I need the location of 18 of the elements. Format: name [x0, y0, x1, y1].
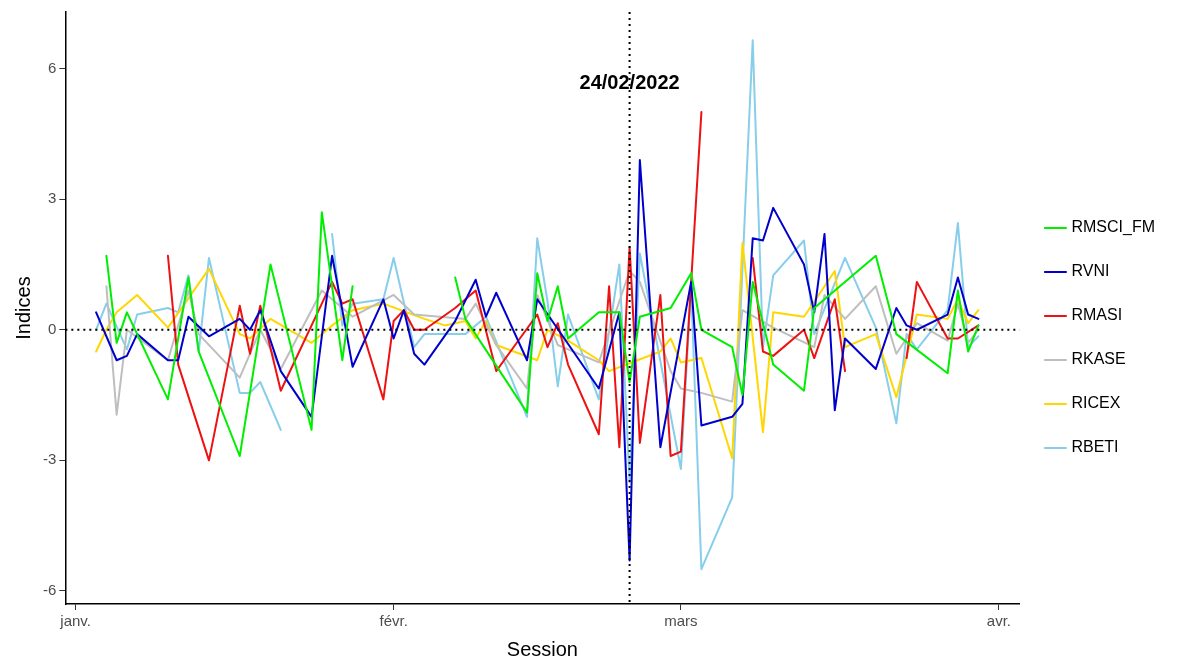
y-tick-label: 0 [47, 319, 57, 337]
y-tick-label: 6 [47, 58, 57, 76]
y-axis-title: Indices [11, 276, 34, 340]
legend-label: RMASI [1071, 306, 1123, 324]
legend-label: RVNI [1071, 262, 1110, 280]
y-tick-label: -3 [42, 450, 57, 468]
ref-line-label: 24/02/2022 [579, 70, 680, 93]
x-axis-title: Session [506, 637, 578, 660]
x-tick-label: avr. [986, 612, 1012, 630]
y-tick-label: -6 [42, 581, 57, 599]
legend-label: RICEX [1071, 394, 1121, 412]
legend-label: RBETI [1071, 438, 1119, 456]
legend-label: RMSCI_FM [1071, 218, 1156, 237]
x-tick-label: mars [664, 612, 698, 630]
legend-label: RKASE [1071, 350, 1126, 368]
x-tick-label: janv. [59, 612, 91, 630]
x-tick-label: févr. [379, 612, 408, 630]
y-tick-label: 3 [47, 189, 57, 207]
